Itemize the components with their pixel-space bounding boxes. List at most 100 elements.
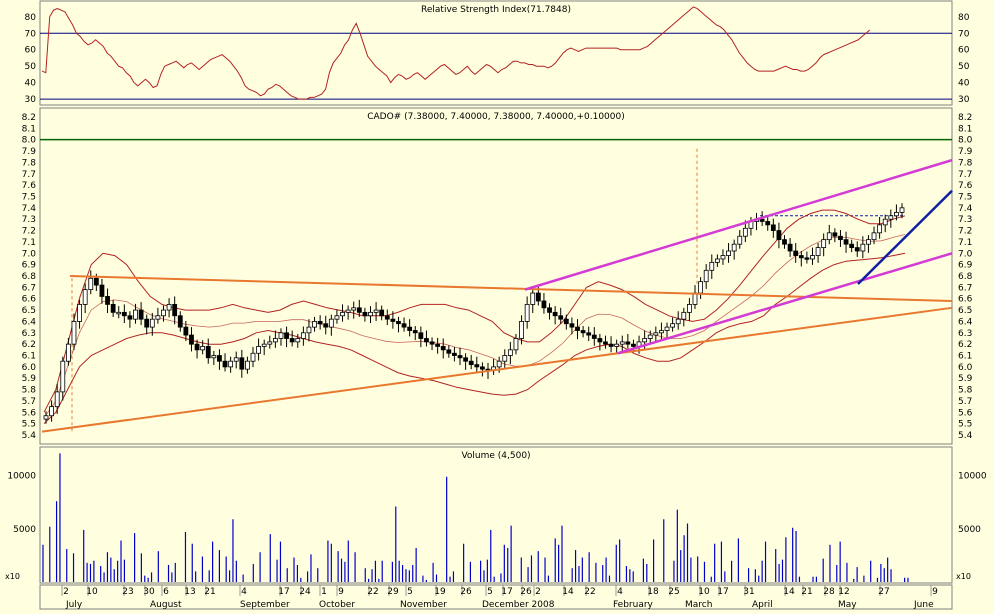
candle-body [804,257,810,260]
price-title: CADO# (7.38000, 7.40000, 7.38000, 7.4000… [367,112,625,122]
day-tick-label: 26 [520,587,532,597]
day-tick-label: 12 [838,587,849,597]
candle-body [513,338,519,351]
price-tick-label-left: 7.8 [22,158,37,168]
candle-body [530,292,536,305]
price-tick-label-left: 6.6 [22,295,37,305]
month-label: March [685,600,712,610]
candle-body [272,338,278,343]
candle-body [647,334,653,339]
price-tick-label-right: 6.2 [958,340,972,350]
price-tick-label-left: 8.2 [22,113,36,123]
candle-body [519,321,524,339]
candle-body [782,239,787,245]
price-tick-label-right: 7.4 [958,204,973,214]
candle-body [233,357,239,362]
day-tick-label: 17 [717,587,728,597]
price-tick-label-left: 5.9 [22,374,37,384]
price-tick-label-left: 6.8 [22,272,37,282]
month-label: June [913,600,934,610]
candle-body [429,341,435,345]
candle-body [793,250,799,256]
price-tick-label-right: 6.5 [958,306,972,316]
candle-body [597,338,603,343]
candle-body [105,296,110,305]
candle-body [250,352,256,362]
support-trendline [41,306,953,433]
candle-body [659,330,664,334]
channel-upper-line [524,158,953,291]
price-panel-frame [39,107,953,445]
month-label: July [65,600,83,610]
candle-body [541,300,547,309]
day-tick-label: 14 [562,587,574,597]
candle-body [144,318,150,328]
price-tick-label-right: 7.3 [958,215,972,225]
candle-body [295,338,301,343]
price-tick-label-left: 7.6 [22,181,37,191]
candle-body [205,346,211,359]
price-tick-label-right: 5.6 [958,408,973,418]
candle-body [289,338,295,343]
volume-unit-right: x10 [956,572,971,581]
price-tick-label-left: 6.9 [22,261,37,271]
price-tick-label-left: 5.6 [22,408,37,418]
day-tick-label: 5 [487,587,493,597]
volume-title: Volume (4,500) [461,451,530,461]
day-tick-label: 25 [668,587,679,597]
bollinger-middle-band [43,234,906,419]
candle-body [446,349,452,354]
candle-body [871,232,877,241]
rsi-tick-label-left: 70 [25,29,37,39]
day-tick-label: 21 [204,587,215,597]
rsi-tick-label-right: 70 [958,29,970,39]
price-tick-label-left: 6.2 [22,340,36,350]
candle-body [882,218,888,226]
day-tick-label: 2 [63,587,69,597]
candle-body [155,315,161,320]
price-tick-label-right: 7.8 [958,158,973,168]
rsi-panel-frame [39,0,953,106]
price-tick-label-right: 6.4 [958,317,973,327]
candle-body [575,326,580,331]
price-tick-label-right: 7.6 [958,181,973,191]
day-tick-label: 1 [321,587,327,597]
day-tick-label: 6 [163,587,169,597]
volume-layer: 5000 5000 10000 10000 [7,453,987,582]
candle-body [642,338,648,343]
candle-body [284,332,289,339]
day-tick-label: 17 [278,587,289,597]
candle-body [200,346,206,351]
rsi-tick-label-left: 50 [25,62,37,72]
candle-body [261,343,267,347]
candle-body [524,304,530,322]
price-tick-label-right: 7.7 [958,170,972,180]
candle-body [838,235,843,241]
candle-body [815,247,821,256]
volume-tick-label-left: 10000 [7,472,36,482]
candle-body [502,355,508,362]
day-tick-label: 19 [434,587,446,597]
candle-body [189,334,194,345]
candle-body [787,243,793,252]
candle-body [351,307,357,311]
day-tick-label: 28 [823,587,835,597]
price-tick-label-left: 5.4 [22,431,37,441]
candle-body [222,360,228,368]
candle-body [759,218,765,222]
rsi-title: Relative Strength Index(71.7848) [421,5,571,15]
candle-body [653,332,659,336]
month-label: May [838,600,857,610]
price-tick-label-right: 8.0 [958,136,973,146]
candle-body [440,346,446,351]
candle-body [60,360,66,393]
resistance-trendline [69,275,953,302]
candle-body [608,343,614,347]
candle-body [211,355,217,359]
day-tick-label: 24 [299,587,311,597]
day-tick-label: 10 [698,587,710,597]
month-label: August [150,600,182,610]
candle-body [603,341,608,345]
candle-body [849,243,855,248]
price-tick-label-left: 7.5 [22,192,36,202]
